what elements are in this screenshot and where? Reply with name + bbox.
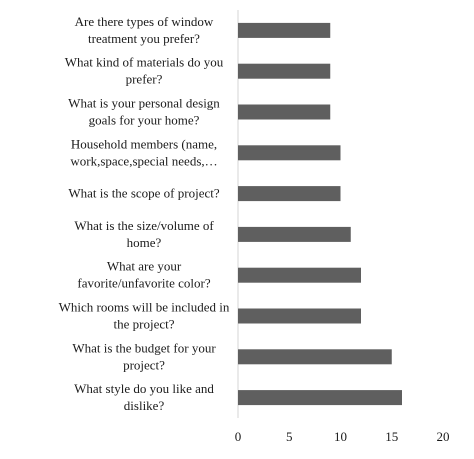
category-label-line: What is your personal design [68, 96, 220, 111]
category-label-line: Household members (name, [71, 136, 217, 151]
bar [238, 390, 402, 406]
category-label-line: home? [127, 235, 162, 250]
bar [238, 63, 331, 79]
category-label: What style do you like and dislike? [74, 381, 214, 413]
category-label-line: What are your [107, 259, 182, 274]
x-axis-ticks: 0 5 10 15 20 [235, 429, 450, 444]
category-label-line: What style do you like and [74, 381, 214, 396]
bars [238, 22, 402, 406]
category-label-line: treatment you prefer? [88, 31, 200, 46]
category-label-line: What is the scope of project? [68, 186, 219, 201]
category-label-line: goals for your home? [89, 113, 200, 128]
category-label-line: Are there types of window [75, 14, 214, 29]
x-tick-label: 0 [235, 429, 242, 444]
category-label: Household members (name, work,space,speci… [70, 136, 217, 168]
category-label-line: What is the budget for your [72, 340, 216, 355]
x-tick-label: 10 [334, 429, 347, 444]
bar [238, 186, 341, 202]
category-label: What is your personal design goals for yo… [68, 96, 220, 128]
category-label-line: dislike? [124, 398, 165, 413]
category-label-line: prefer? [126, 72, 163, 87]
category-label-line: the project? [114, 317, 175, 332]
bar [238, 22, 331, 38]
category-label: What kind of materials do you prefer? [65, 55, 224, 87]
category-label: Which rooms will be included in the proje… [59, 300, 230, 332]
category-label-line: Which rooms will be included in [59, 300, 230, 315]
bar [238, 104, 331, 120]
category-label-line: project? [123, 357, 165, 372]
bar [238, 349, 392, 365]
category-label: What is the scope of project? [68, 186, 219, 201]
category-label: Are there types of window treatment you p… [75, 14, 214, 46]
bar [238, 267, 361, 283]
x-tick-label: 20 [437, 429, 450, 444]
category-label-line: work,space,special needs,… [70, 153, 217, 168]
category-label: What is the budget for your project? [72, 340, 216, 372]
category-labels: Are there types of window treatment you p… [59, 14, 230, 413]
category-label: What are your favorite/unfavorite color? [77, 259, 210, 291]
bar [238, 145, 341, 161]
bar [238, 226, 351, 242]
x-tick-label: 5 [286, 429, 293, 444]
x-tick-label: 15 [385, 429, 398, 444]
category-label-line: favorite/unfavorite color? [77, 276, 210, 291]
category-label: What is the size/volume of home? [74, 218, 214, 250]
bar [238, 308, 361, 324]
category-label-line: What kind of materials do you [65, 55, 224, 70]
category-label-line: What is the size/volume of [74, 218, 214, 233]
